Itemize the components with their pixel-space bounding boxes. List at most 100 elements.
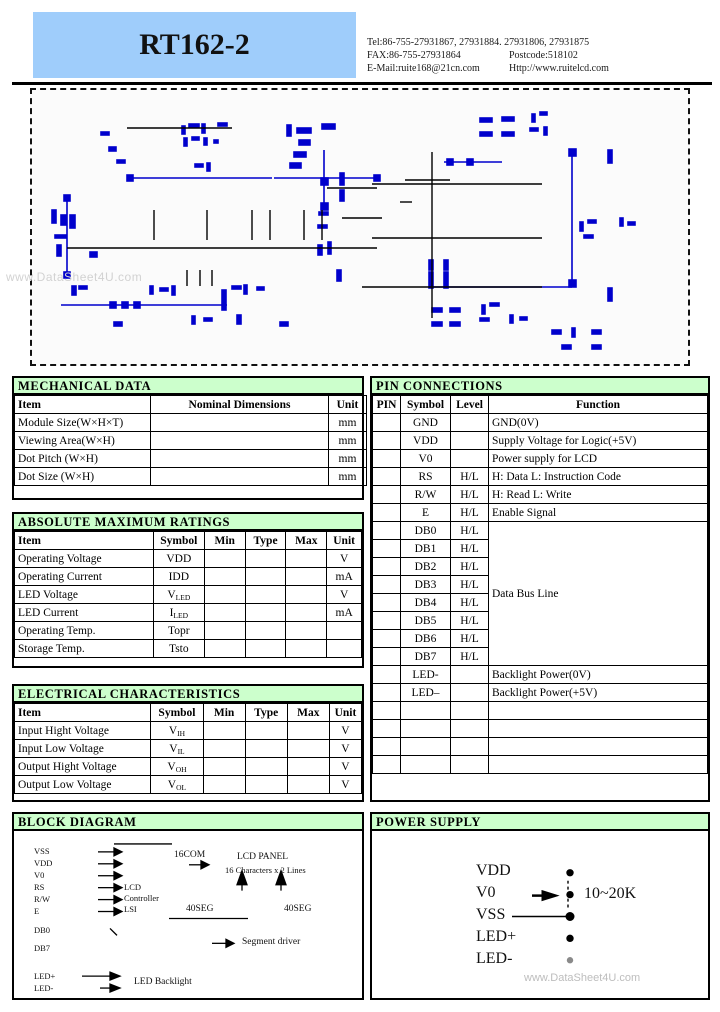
cell-unit: V xyxy=(328,775,363,794)
cell-pin xyxy=(372,611,401,630)
cell-item: Dot Pitch (W×H) xyxy=(14,449,151,468)
cell-unit: V xyxy=(326,549,362,568)
cell-item: Output Hight Voltage xyxy=(13,757,152,776)
cell-item: Input Hight Voltage xyxy=(13,721,152,740)
signal-label-rw: R/W xyxy=(34,894,51,904)
cell-max xyxy=(285,603,328,622)
col-unit: Unit xyxy=(328,703,363,722)
cell-min xyxy=(202,721,246,740)
table-header-row: Item Nominal Dimensions Unit xyxy=(14,395,367,414)
cell-pin xyxy=(372,503,401,522)
cell-item: Storage Temp. xyxy=(14,639,154,658)
cell-item: Dot Size (W×H) xyxy=(14,467,151,486)
segment-driver-label: Segment driver xyxy=(242,937,301,947)
table-row: Viewing Area(W×H) mm xyxy=(14,431,367,450)
cell-unit xyxy=(326,639,362,658)
cell-pin xyxy=(372,593,401,612)
col-level: Level xyxy=(450,395,489,414)
cell-pin xyxy=(372,521,401,540)
cell-level xyxy=(450,665,489,684)
table-row: DB0 H/L Data Bus Line xyxy=(372,521,708,666)
cell-level xyxy=(450,683,489,702)
panel-pin-connections: PIN CONNECTIONS PIN Symbol Level Functio… xyxy=(370,376,710,802)
cell-min xyxy=(203,639,246,658)
cell-min xyxy=(203,585,246,604)
signal-label-e: E xyxy=(34,906,40,916)
cell-symbol: R/W xyxy=(400,485,451,504)
mechanical-drawing: www.DataSheet4U.com xyxy=(6,88,690,366)
cell-level: H/L xyxy=(450,467,489,486)
symbol-subscript: OL xyxy=(176,782,187,792)
cell-function xyxy=(488,755,708,774)
table-header-row: Item Symbol Min Type Max Unit xyxy=(14,531,362,550)
table-row: VDD Supply Voltage for Logic(+5V) xyxy=(372,431,708,450)
cell-dimensions xyxy=(150,431,329,450)
cell-min xyxy=(203,603,246,622)
cell-pin xyxy=(372,629,401,648)
cell-level: H/L xyxy=(450,575,489,594)
cell-type xyxy=(244,721,288,740)
cell-symbol: DB6 xyxy=(400,629,451,648)
col-symbol: Symbol xyxy=(400,395,451,414)
cell-function xyxy=(488,701,708,720)
absolute-maximum-ratings-title: ABSOLUTE MAXIMUM RATINGS xyxy=(14,514,362,531)
cell-symbol: RS xyxy=(400,467,451,486)
cell-function xyxy=(488,719,708,738)
backlight-pin-led-minus: LED- xyxy=(34,983,54,993)
cell-max xyxy=(285,639,328,658)
cell-max xyxy=(286,721,330,740)
cell-item: Output Low Voltage xyxy=(13,775,152,794)
cell-pin xyxy=(372,485,401,504)
cell-type xyxy=(244,603,287,622)
symbol-base: VDD xyxy=(166,552,192,565)
cell-pin xyxy=(372,701,401,720)
cell-item: Viewing Area(W×H) xyxy=(14,431,151,450)
col-function: Function xyxy=(488,395,708,414)
signal-label-rs: RS xyxy=(34,882,45,892)
cell-symbol: ILED xyxy=(152,603,205,622)
table-row: Operating Temp. Topr xyxy=(14,621,362,640)
cell-max xyxy=(285,567,328,586)
table-header-row: Item Symbol Min Type Max Unit xyxy=(13,703,363,722)
contact-postcode: Postcode:518102 xyxy=(509,50,578,61)
signal-label-vdd: VDD xyxy=(34,858,53,868)
table-row xyxy=(372,737,708,756)
cell-symbol: VOH xyxy=(150,757,204,776)
cell-type xyxy=(244,567,287,586)
com-label: 16COM xyxy=(174,850,206,860)
potentiometer-value: 10~20K xyxy=(584,885,637,902)
contact-email-web: E-Mail:ruite168@21cn.com Http://www.ruite… xyxy=(367,62,713,75)
cell-symbol xyxy=(400,719,451,738)
cell-symbol: Tsto xyxy=(152,639,205,658)
col-unit: Unit xyxy=(328,395,367,414)
cell-level: H/L xyxy=(450,485,489,504)
cell-min xyxy=(202,775,246,794)
cell-dimensions xyxy=(150,413,329,432)
table-row: Dot Size (W×H) mm xyxy=(14,467,367,486)
cell-function: Supply Voltage for Logic(+5V) xyxy=(488,431,708,450)
cell-item: Module Size(W×H×T) xyxy=(14,413,151,432)
cell-unit: mA xyxy=(326,567,362,586)
table-row: GND GND(0V) xyxy=(372,413,708,432)
table-row: Input Hight Voltage VIH V xyxy=(13,721,363,740)
cell-item: Operating Current xyxy=(14,567,154,586)
mechanical-data-title: MECHANICAL DATA xyxy=(14,378,362,395)
cell-unit: mA xyxy=(326,603,362,622)
cell-level: H/L xyxy=(450,647,489,666)
power-pin-led-minus: LED- xyxy=(476,950,513,967)
cell-symbol: DB5 xyxy=(400,611,451,630)
symbol-base: V xyxy=(167,778,177,791)
cell-symbol: DB4 xyxy=(400,593,451,612)
cell-symbol: E xyxy=(400,503,451,522)
cell-data-bus-line: Data Bus Line xyxy=(488,521,708,666)
cell-max xyxy=(285,549,328,568)
col-pin: PIN xyxy=(372,395,401,414)
cell-unit xyxy=(326,621,362,640)
cell-symbol: VIH xyxy=(150,721,204,740)
col-nominal-dimensions: Nominal Dimensions xyxy=(150,395,329,414)
cell-level: H/L xyxy=(450,521,489,540)
cell-item: Operating Temp. xyxy=(14,621,154,640)
cell-level: H/L xyxy=(450,593,489,612)
symbol-base: Tsto xyxy=(168,642,189,655)
cell-level xyxy=(450,449,489,468)
